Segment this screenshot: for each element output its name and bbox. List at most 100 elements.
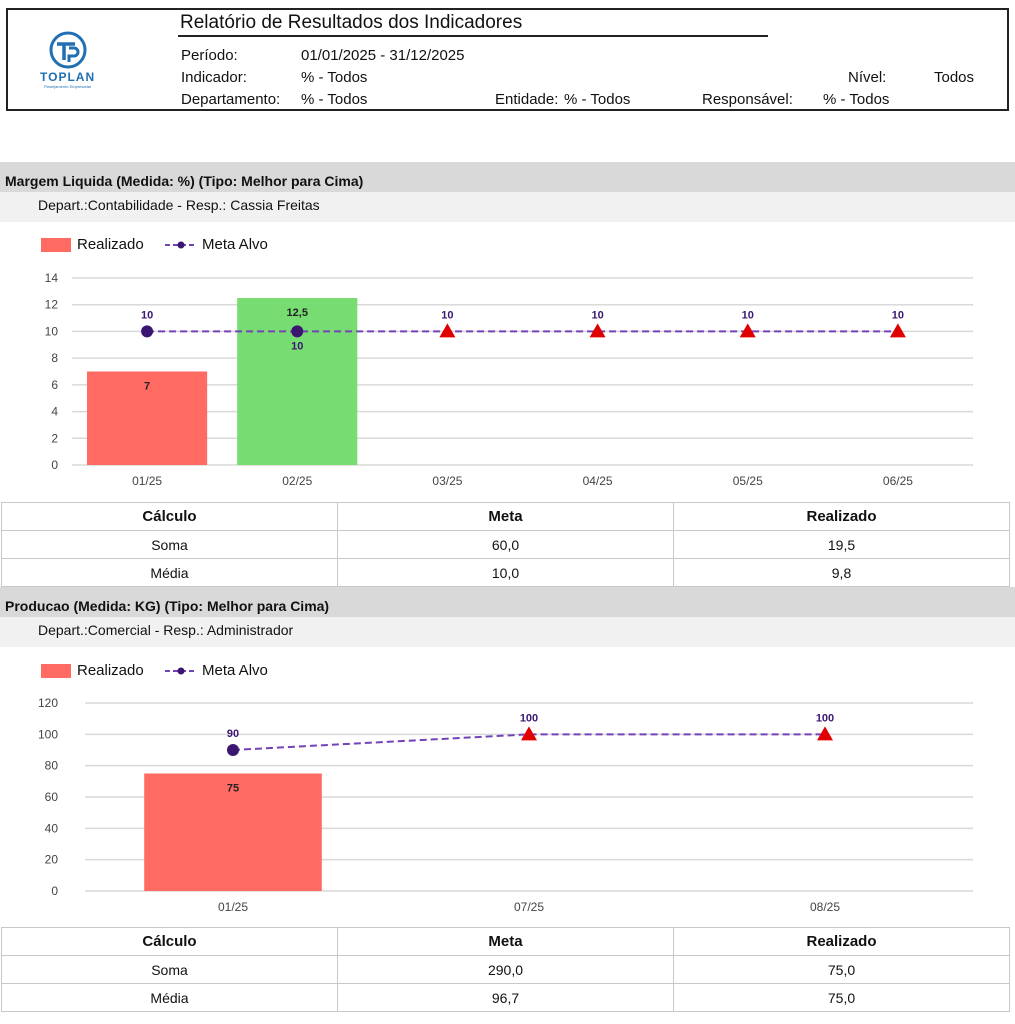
bar-value-label: 7 [144,381,150,393]
y-tick-label: 8 [51,351,58,365]
logo-tagline: Planejamento Empresarial [44,84,91,89]
cell-realizado: 19,5 [673,530,1010,559]
meta-point [521,726,537,741]
meta-value-label: 100 [816,712,834,724]
cell-meta: 60,0 [337,530,674,559]
meta-point [291,325,304,338]
periodo-value: 01/01/2025 - 31/12/2025 [301,47,465,64]
y-tick-label: 12 [45,298,59,312]
x-tick-label: 04/25 [583,474,613,488]
meta-point [589,323,606,338]
y-tick-label: 10 [45,324,59,338]
meta-value-label: 10 [291,340,303,352]
meta-value-label: 90 [227,728,239,740]
summary-table-margem: Cálculo Meta Realizado Soma 60,0 19,5 Mé… [1,502,1010,587]
meta-point [439,323,456,338]
y-tick-label: 20 [45,853,59,867]
cell-realizado: 9,8 [673,558,1010,587]
meta-point [889,323,906,338]
title-divider [178,35,768,37]
col-header-calculo: Cálculo [1,927,338,956]
chart-margem-liquida: 0 2 4 6 8 10 12 14 01/25 02/25 03/25 04/25 05/25 06/2… [45,271,973,488]
x-tick-label: 08/25 [810,900,840,914]
cell-meta: 290,0 [337,955,674,984]
x-tick-label: 05/25 [733,474,763,488]
logo-wordmark: TOPLAN [40,70,96,84]
table-row: Média 10,0 9,8 [1,558,1010,587]
summary-table-producao: Cálculo Meta Realizado Soma 290,0 75,0 M… [1,927,1010,1012]
y-tick-label: 100 [38,727,58,741]
toplan-logo-icon [49,31,87,69]
table-row: Soma 290,0 75,0 [1,955,1010,984]
cell-meta: 96,7 [337,983,674,1012]
cell-meta: 10,0 [337,558,674,587]
legend-realizado-label: Realizado [77,662,144,679]
legend-realizado-swatch [41,238,71,252]
bar-realizado [237,298,358,465]
indicator-title-producao: Producao (Medida: KG) (Tipo: Melhor para… [0,587,1015,619]
bar-value-label: 12,5 [287,307,308,319]
y-tick-label: 0 [51,458,58,472]
indicador-value: % - Todos [301,69,368,86]
bar-value-label: 75 [227,783,239,795]
page-title: Relatório de Resultados dos Indicadores [180,12,523,33]
x-tick-label: 01/25 [218,900,248,914]
y-tick-label: 40 [45,821,59,835]
nivel-label: Nível: [848,69,887,86]
x-tick-label: 03/25 [432,474,462,488]
report-header [6,8,1009,111]
meta-value-label: 10 [141,309,153,321]
legend-meta-line-icon [165,667,197,675]
indicator-title-margem: Margem Liquida (Medida: %) (Tipo: Melhor… [0,162,1015,194]
legend-meta-label: Meta Alvo [202,662,268,679]
y-tick-label: 14 [45,271,59,285]
legend-realizado-swatch [41,664,71,678]
cell-calculo: Soma [1,530,338,559]
indicator-subtitle-margem: Depart.:Contabilidade - Resp.: Cassia Fr… [0,192,1015,222]
col-header-realizado: Realizado [673,927,1010,956]
y-tick-label: 80 [45,759,59,773]
entidade-value: % - Todos [564,91,631,108]
meta-value-label: 10 [441,309,453,321]
legend-realizado-label: Realizado [77,236,144,253]
toplan-logo: TOPLAN Planejamento Empresarial [30,30,110,90]
entidade-label: Entidade: [495,91,559,108]
y-tick-label: 120 [38,696,58,710]
y-tick-label: 2 [51,431,58,445]
y-tick-label: 60 [45,790,59,804]
periodo-label: Período: [181,47,238,64]
meta-point [739,323,756,338]
responsavel-value: % - Todos [823,91,890,108]
cell-realizado: 75,0 [673,983,1010,1012]
responsavel-label: Responsável: [702,91,793,108]
col-header-calculo: Cálculo [1,502,338,531]
col-header-realizado: Realizado [673,502,1010,531]
meta-point [817,726,833,741]
nivel-value: Todos [934,69,975,86]
y-tick-label: 6 [51,378,58,392]
x-tick-label: 02/25 [282,474,312,488]
meta-point [227,744,239,756]
departamento-label: Departamento: [181,91,281,108]
y-tick-label: 0 [51,884,58,898]
meta-point [141,325,154,338]
legend-meta-label: Meta Alvo [202,236,268,253]
x-tick-label: 06/25 [883,474,913,488]
meta-value-label: 100 [520,712,538,724]
meta-value-label: 10 [591,309,603,321]
table-row: Soma 60,0 19,5 [1,530,1010,559]
y-tick-label: 4 [51,405,58,419]
col-header-meta: Meta [337,502,674,531]
indicator-subtitle-producao: Depart.:Comercial - Resp.: Administrador [0,617,1015,647]
departamento-value: % - Todos [301,91,368,108]
x-tick-label: 01/25 [132,474,162,488]
legend-meta-line-icon [165,241,197,249]
x-tick-label: 07/25 [514,900,544,914]
bar-realizado [144,773,322,891]
cell-calculo: Soma [1,955,338,984]
meta-value-label: 10 [742,309,754,321]
bar-realizado [87,371,208,465]
table-row: Média 96,7 75,0 [1,983,1010,1012]
chart-producao: 0 20 40 60 80 100 120 01/25 07/25 08/25 75 90 100 100 [38,696,973,914]
cell-calculo: Média [1,558,338,587]
